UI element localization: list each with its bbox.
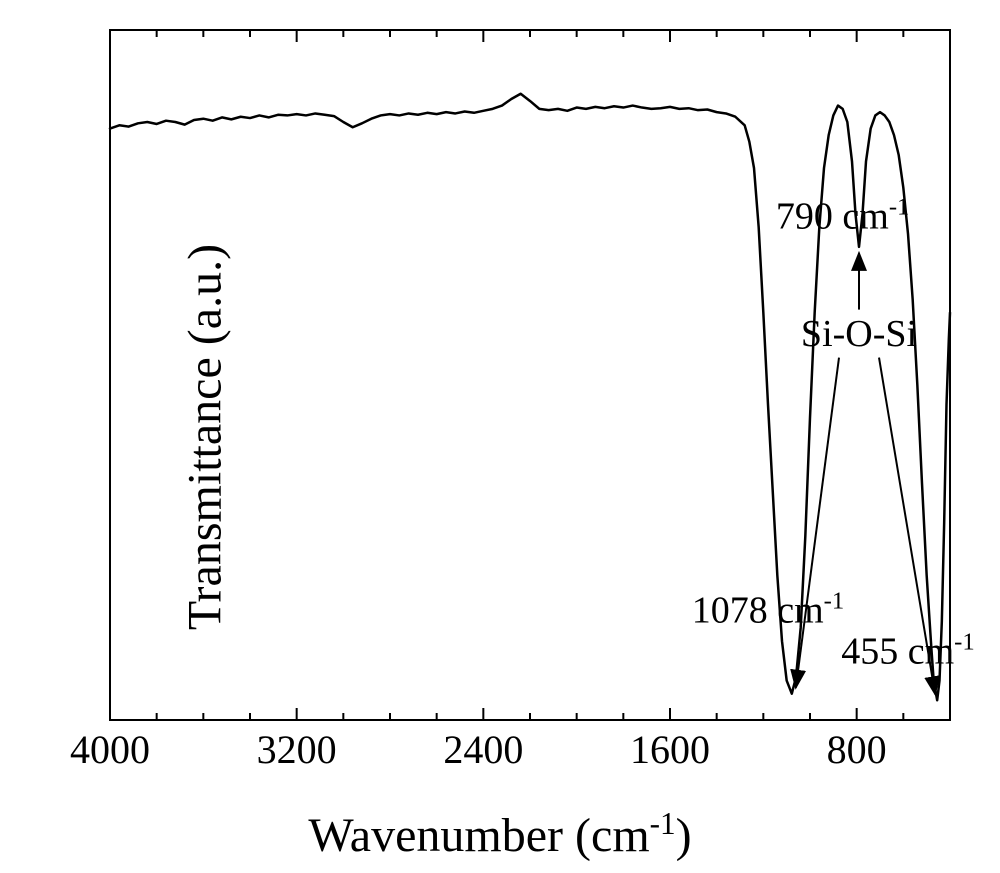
- plot-svg: [90, 20, 970, 780]
- xtick-label: 800: [827, 726, 887, 773]
- x-axis-label-tail: ): [676, 809, 692, 862]
- plot-area: 4000320024001600800 790 cm-1Si-O-Si1078 …: [90, 20, 970, 780]
- annotation-si-o-si: Si-O-Si: [801, 312, 917, 356]
- annotation-1078: 1078 cm-1: [692, 587, 845, 632]
- xtick-label: 2400: [443, 726, 523, 773]
- x-axis-label-prefix: Wavenumber (cm: [308, 809, 649, 862]
- annotation-790: 790 cm-1: [776, 194, 910, 239]
- xtick-label: 4000: [70, 726, 150, 773]
- annotation-455: 455 cm-1: [841, 629, 975, 674]
- xtick-label: 1600: [630, 726, 710, 773]
- x-axis-label-sup: -1: [650, 806, 676, 841]
- xtick-label: 3200: [257, 726, 337, 773]
- figure-root: Transmittance (a.u.) Wavenumber (cm-1) 4…: [0, 0, 1000, 873]
- x-axis-label: Wavenumber (cm-1): [0, 806, 1000, 863]
